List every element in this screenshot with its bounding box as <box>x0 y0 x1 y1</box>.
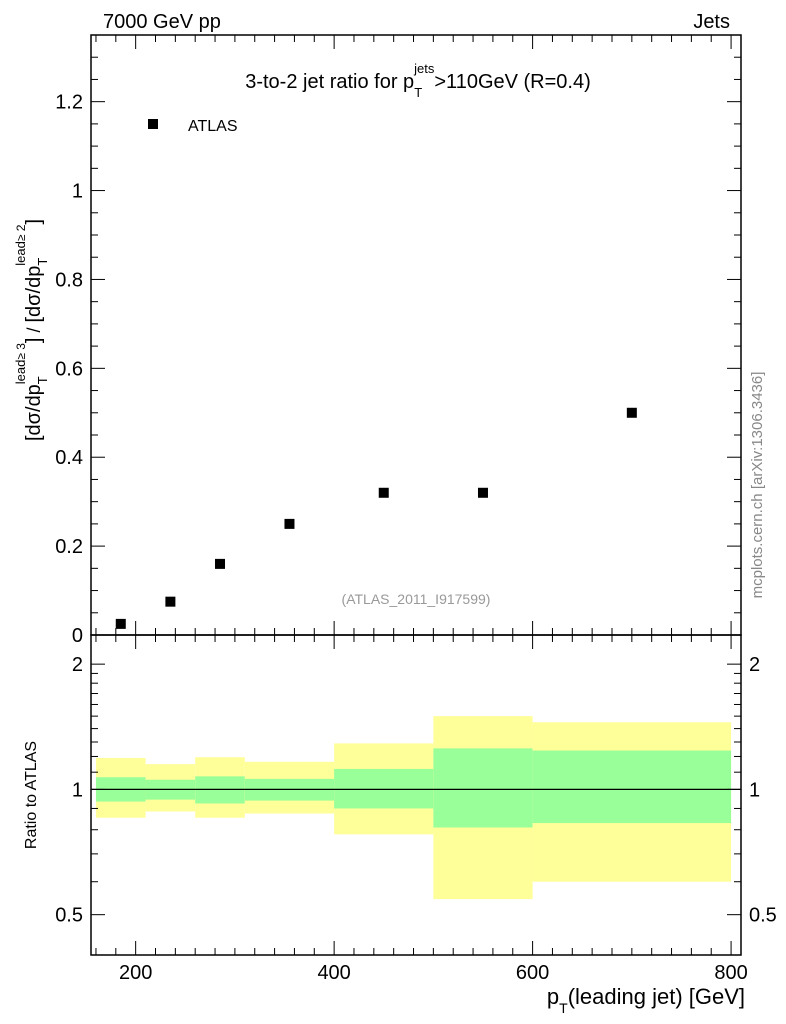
legend-marker-atlas <box>148 119 158 129</box>
xlabel-pre: p <box>547 984 559 1009</box>
ylabel-num-sub: T <box>35 376 50 384</box>
ylabel-den-open: [dσ/dp <box>23 266 45 323</box>
data-point <box>215 558 226 569</box>
xlabel-sub: T <box>559 1000 568 1016</box>
data-point <box>626 407 637 418</box>
main-plot-ticks <box>91 34 741 636</box>
ratio-y-tick-label: 1 <box>72 779 83 801</box>
ylabel-num-cond: ≥ 3 <box>14 343 28 360</box>
x-tick-label: 800 <box>714 962 747 984</box>
side-credit-label: mcplots.cern.ch [arXiv:1306.3436] <box>749 372 766 599</box>
main-plot: 0 0.2 0.4 0.6 0.8 1 1.2 3-to-2 jet ratio for p… <box>13 34 766 647</box>
ylabel-den-sup: lead <box>13 241 28 266</box>
plot-title-pre: 3-to-2 jet ratio for p <box>245 71 414 93</box>
x-axis-label: pT(leading jet) [GeV] <box>547 984 745 1016</box>
ratio-y-tick-label: 0.5 <box>55 905 83 927</box>
main-y-tick-label: 1 <box>72 181 83 203</box>
plot-title-sub: T <box>414 85 422 100</box>
ylabel-sep: / <box>24 322 44 337</box>
data-point <box>284 518 295 529</box>
main-y-tick-label: 0.4 <box>55 447 83 469</box>
plot-title: 3-to-2 jet ratio for pTjets>110GeV (R=0.… <box>245 61 591 100</box>
plot-title-sup: jets <box>413 61 435 76</box>
ratio-y-tick-label-right: 0.5 <box>749 905 777 927</box>
x-tick-labels: 200 400 600 800 <box>119 962 748 984</box>
ratio-y-tick-label-right: 2 <box>749 654 760 676</box>
inner-band <box>433 748 533 828</box>
main-y-tick-label: 0.8 <box>55 269 83 291</box>
main-y-tick-label: 0.2 <box>55 536 83 558</box>
inner-band <box>532 750 732 824</box>
data-point <box>115 618 126 629</box>
x-tick-label: 200 <box>119 962 152 984</box>
ylabel-num-open: [dσ/dp <box>23 384 45 441</box>
xlabel-post: (leading jet) [GeV] <box>568 984 745 1009</box>
ylabel-num-close: ] <box>23 338 45 344</box>
ratio-plot-frame <box>90 634 742 956</box>
main-y-tick-label: 1.2 <box>55 92 83 114</box>
ylabel-den-sub: T <box>35 258 50 266</box>
atlas-data-points <box>115 407 637 629</box>
ylabel-num-sup: lead <box>13 360 28 385</box>
ylabel-den-cond: ≥ 2 <box>14 224 28 241</box>
data-point <box>477 487 488 498</box>
main-y-axis-label: [dσ/dpTlead≥ 3] / [dσ/dpTlead≥ 2] <box>13 219 50 441</box>
ratio-plot-ticks <box>91 635 741 956</box>
legend-label-atlas: ATLAS <box>188 118 238 135</box>
ratio-y-tick-labels: 0.5 0.5 1 1 2 2 <box>55 654 777 927</box>
main-y-tick-labels: 0 0.2 0.4 0.6 0.8 1 1.2 <box>55 92 83 647</box>
inner-band <box>334 768 434 809</box>
x-tick-label: 600 <box>516 962 549 984</box>
ratio-uncertainty-bands <box>95 716 732 900</box>
ratio-y-tick-label-right: 1 <box>749 779 760 801</box>
data-point <box>165 596 176 607</box>
analysis-id-label: (ATLAS_2011_I917599) <box>342 591 491 607</box>
legend: ATLAS <box>148 118 238 135</box>
ratio-y-axis-label: Ratio to ATLAS <box>23 741 40 849</box>
main-y-tick-label: 0 <box>72 625 83 647</box>
plot-title-post: >110GeV (R=0.4) <box>434 71 590 93</box>
main-y-tick-label: 0.6 <box>55 358 83 380</box>
ratio-y-tick-label: 2 <box>72 654 83 676</box>
x-tick-label: 400 <box>317 962 350 984</box>
header-right: Jets <box>693 11 730 33</box>
data-point <box>378 487 389 498</box>
ratio-plot: 0.5 0.5 1 1 2 2 200 400 600 800 Ratio to ATLAS p… <box>23 634 777 1016</box>
ylabel-den-close: ] <box>23 219 45 225</box>
header-left: 7000 GeV pp <box>103 11 221 33</box>
